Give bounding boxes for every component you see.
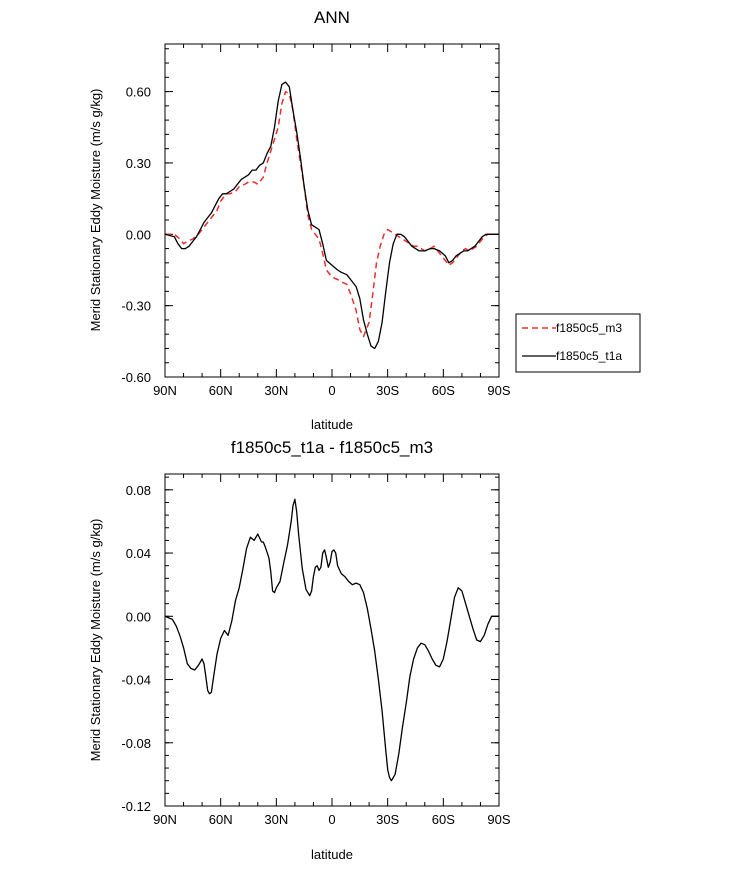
legend: f1850c5_m3 f1850c5_t1a [515, 313, 641, 373]
series-line-f1850c5_t1a [164, 81, 499, 350]
top-series [164, 81, 499, 350]
x-tick-label: 30S [376, 383, 399, 398]
x-tick-label: 60S [432, 383, 455, 398]
y-tick-label: -0.60 [121, 370, 151, 385]
top-ticks: 90N 60N 30N 0 30S 60S 90S -0.60 -0.30 0.00 0.30 0.6… [121, 44, 511, 398]
y-tick-label: -0.12 [121, 799, 151, 814]
legend-label-t1a: f1850c5_t1a [556, 349, 622, 363]
y-tick-label: 0.60 [126, 85, 151, 100]
y-tick-label: -0.30 [121, 299, 151, 314]
x-tick-label: 60S [432, 812, 455, 827]
bottom-plot-frame [164, 473, 500, 807]
y-tick-label: 0.00 [126, 609, 151, 624]
series-line-f1850c5_m3 [165, 90, 499, 338]
bottom-series [164, 498, 499, 782]
x-tick-label: 30S [376, 812, 399, 827]
x-tick-label: 30N [264, 383, 288, 398]
y-tick-label: 0.00 [126, 227, 151, 242]
y-tick-label: 0.08 [126, 483, 151, 498]
x-tick-label: 60N [209, 383, 233, 398]
top-chart-title: ANN [314, 8, 350, 27]
y-tick-label: -0.04 [121, 673, 151, 688]
x-tick-label: 0 [328, 812, 335, 827]
bottom-chart-title: f1850c5_t1a - f1850c5_m3 [231, 438, 433, 457]
x-tick-label: 30N [264, 812, 288, 827]
top-x-axis-label: latitude [311, 417, 353, 432]
bottom-y-axis-label: Merid Stationary Eddy Moisture (m/s g/kg… [88, 519, 103, 762]
x-tick-label: 90S [487, 812, 510, 827]
series-line-diff-0 [164, 498, 499, 782]
y-tick-label: 0.30 [126, 156, 151, 171]
x-tick-label: 0 [328, 383, 335, 398]
x-tick-label: 90S [487, 383, 510, 398]
legend-box [515, 313, 641, 373]
top-y-axis-label: Merid Stationary Eddy Moisture (m/s g/kg… [88, 89, 103, 332]
x-tick-label: 90N [153, 383, 177, 398]
bottom-ticks: 90N 60N 30N 0 30S 60S 90S -0.12 -0.08 -0.04 0.00 0.… [121, 474, 511, 827]
bottom-panel: f1850c5_t1a - f1850c5_m3 90N 60N 30N 0 30S 60… [88, 438, 511, 862]
top-plot-frame [164, 43, 500, 378]
y-tick-label: 0.04 [126, 546, 151, 561]
legend-label-m3: f1850c5_m3 [556, 321, 622, 335]
x-tick-label: 60N [209, 812, 233, 827]
bottom-x-axis-label: latitude [311, 847, 353, 862]
top-panel: ANN 90N 60N 30N 0 30S 60S 90S -0.60 -0.30 0.00 0.3… [88, 8, 641, 432]
y-tick-label: -0.08 [121, 736, 151, 751]
x-tick-label: 90N [153, 812, 177, 827]
